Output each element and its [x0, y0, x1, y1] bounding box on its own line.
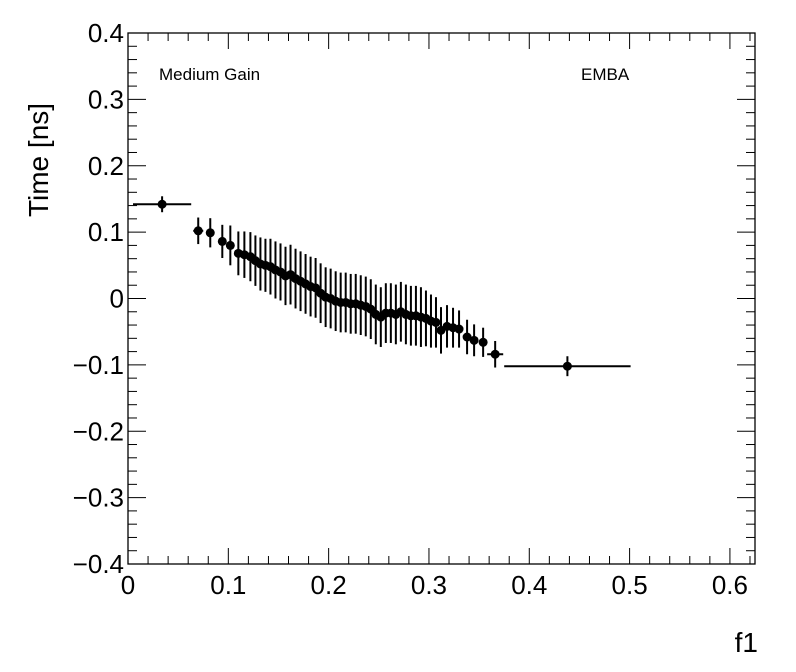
- data-point: [504, 356, 631, 377]
- data-points: [133, 196, 631, 377]
- marker: [157, 199, 167, 209]
- axis-ticks: [127, 32, 755, 565]
- x-tick-label: 0: [121, 570, 135, 600]
- data-point: [311, 258, 321, 318]
- marker: [562, 361, 572, 371]
- y-tick-labels: −0.4 −0.3 −0.2 −0.1 0 0.1 0.2 0.3 0.4: [73, 18, 124, 579]
- y-tick-label: −0.4: [73, 549, 124, 579]
- y-tick-label: 0.3: [88, 84, 124, 114]
- data-point: [487, 340, 504, 368]
- marker: [454, 324, 464, 334]
- x-tick-label: 0.2: [311, 570, 347, 600]
- y-axis-title: Time [ns]: [23, 103, 54, 217]
- data-point: [366, 279, 376, 339]
- y-tick-label: 0.4: [88, 18, 124, 48]
- marker: [490, 349, 500, 359]
- marker: [205, 228, 215, 238]
- y-tick-label: −0.1: [73, 350, 124, 380]
- annotation-right: EMBA: [581, 65, 630, 84]
- x-tick-labels: 0 0.1 0.2 0.3 0.4 0.5 0.6: [121, 570, 748, 600]
- y-tick-label: −0.2: [73, 416, 124, 446]
- marker: [431, 317, 441, 327]
- annotation-left: Medium Gain: [159, 65, 260, 84]
- data-point: [469, 324, 479, 357]
- marker: [462, 332, 472, 342]
- data-point: [376, 287, 386, 347]
- x-tick-label: 0.3: [411, 570, 447, 600]
- data-point: [454, 310, 464, 348]
- y-tick-label: 0.2: [88, 151, 124, 181]
- data-point: [133, 196, 192, 213]
- plot-frame: [127, 32, 756, 565]
- data-point: [462, 319, 472, 355]
- y-tick-label: 0.1: [88, 217, 124, 247]
- data-point: [225, 225, 235, 266]
- marker: [217, 236, 227, 246]
- data-point: [436, 307, 446, 354]
- x-tick-label: 0.5: [612, 570, 648, 600]
- marker: [193, 226, 203, 236]
- marker: [478, 337, 488, 347]
- x-tick-label: 0.4: [511, 570, 547, 600]
- y-tick-label: −0.3: [73, 483, 124, 513]
- data-point: [478, 327, 488, 357]
- x-axis-title: f1: [735, 627, 758, 658]
- data-point: [205, 218, 215, 248]
- marker: [225, 240, 235, 250]
- x-tick-label: 0.1: [210, 570, 246, 600]
- data-point: [233, 231, 243, 276]
- data-point: [217, 224, 227, 259]
- marker: [469, 335, 479, 345]
- y-tick-label: 0: [110, 284, 124, 314]
- data-point: [193, 217, 204, 245]
- x-tick-label: 0.6: [712, 570, 748, 600]
- data-point: [431, 297, 441, 348]
